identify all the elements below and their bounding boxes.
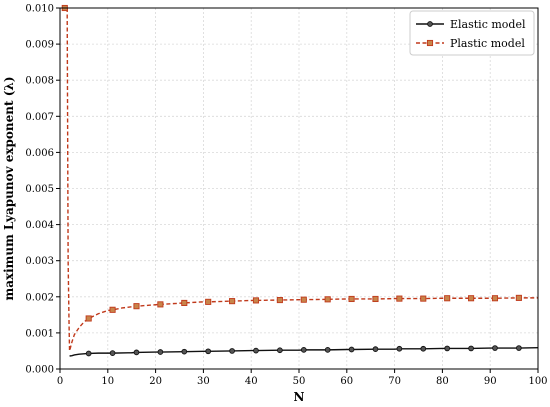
legend-marker-elastic	[427, 21, 433, 27]
legend-box	[409, 10, 535, 56]
elastic-data-point	[324, 347, 331, 353]
legend-label-elastic: Elastic model	[450, 18, 526, 31]
y-tick-label: 0.005	[25, 184, 54, 195]
x-tick-label: 10	[101, 376, 114, 387]
y-tick-label: 0.007	[25, 112, 54, 123]
plastic-data-point	[109, 306, 116, 313]
elastic-data-point	[181, 348, 188, 355]
elastic-data-point	[229, 348, 235, 354]
plastic-data-point	[396, 295, 403, 302]
plastic-series-line	[66, 7, 538, 352]
elastic-data-point	[348, 346, 355, 353]
elastic-data-point	[468, 345, 474, 352]
y-tick-label: 0.009	[25, 40, 54, 51]
elastic-data-point	[205, 348, 212, 355]
elastic-data-point	[492, 345, 498, 351]
plastic-data-point	[205, 298, 212, 305]
plastic-data-point	[85, 315, 92, 322]
elastic-data-point	[157, 349, 164, 355]
plastic-data-point	[252, 297, 260, 304]
y-tick-label: 0.004	[25, 220, 54, 231]
plastic-data-point	[348, 295, 355, 303]
plastic-data-point	[157, 301, 164, 308]
y-tick-label: 0.001	[25, 328, 54, 339]
x-tick-label: 100	[528, 376, 547, 387]
y-axis-title: maximum Lyapunov exponent (λ)	[2, 77, 16, 301]
elastic-data-point	[109, 350, 116, 356]
legend-label-plastic: Plastic model	[450, 37, 525, 50]
x-tick-label: 50	[293, 376, 306, 387]
plastic-data-point	[181, 299, 188, 306]
elastic-data-point	[300, 347, 307, 353]
elastic-data-point	[133, 349, 140, 356]
plastic-data-point	[372, 295, 379, 303]
y-tick-label: 0.000	[25, 365, 54, 376]
x-tick-label: 60	[340, 376, 353, 387]
elastic-data-point	[277, 347, 283, 354]
elastic-data-point	[420, 345, 427, 352]
grid-lines	[59, 7, 539, 370]
x-tick-label: 40	[245, 376, 258, 387]
elastic-data-point	[444, 345, 451, 352]
legend-marker-plastic	[426, 39, 434, 47]
x-tick-label: 20	[149, 376, 162, 387]
elastic-data-point	[372, 346, 379, 352]
y-tick-label: 0.006	[25, 148, 54, 159]
plastic-data-point	[324, 296, 331, 303]
y-tick-label: 0.002	[25, 292, 54, 303]
y-tick-label: 0.008	[25, 76, 54, 87]
axis-ticks: 0 10 20 30 40 50 60 70 80 90 100 0.000 0.001 0.002 0.0…	[25, 4, 547, 388]
plastic-data-point	[515, 294, 522, 301]
plastic-data-point	[229, 298, 236, 305]
series-layer	[61, 4, 539, 357]
plastic-data-point	[444, 295, 451, 302]
elastic-data-point	[253, 347, 259, 354]
elastic-data-point	[396, 345, 403, 352]
plastic-data-point	[420, 295, 427, 302]
legend: Elastic model Plastic model	[409, 10, 535, 56]
x-tick-label: 30	[197, 376, 210, 387]
plastic-data-point	[133, 303, 140, 310]
elastic-data-point	[516, 345, 522, 351]
plastic-data-point	[276, 296, 283, 304]
plastic-data-point	[300, 296, 307, 303]
x-axis-title: N	[294, 390, 305, 404]
y-tick-label: 0.003	[25, 256, 54, 267]
y-tick-label: 0.010	[25, 4, 54, 15]
plastic-data-point	[468, 295, 475, 302]
elastic-data-point	[85, 350, 92, 357]
x-tick-label: 80	[436, 376, 449, 387]
plastic-data-point	[491, 295, 499, 302]
x-tick-label: 0	[57, 376, 63, 387]
x-tick-label: 70	[388, 376, 401, 387]
x-tick-label: 90	[484, 376, 497, 387]
